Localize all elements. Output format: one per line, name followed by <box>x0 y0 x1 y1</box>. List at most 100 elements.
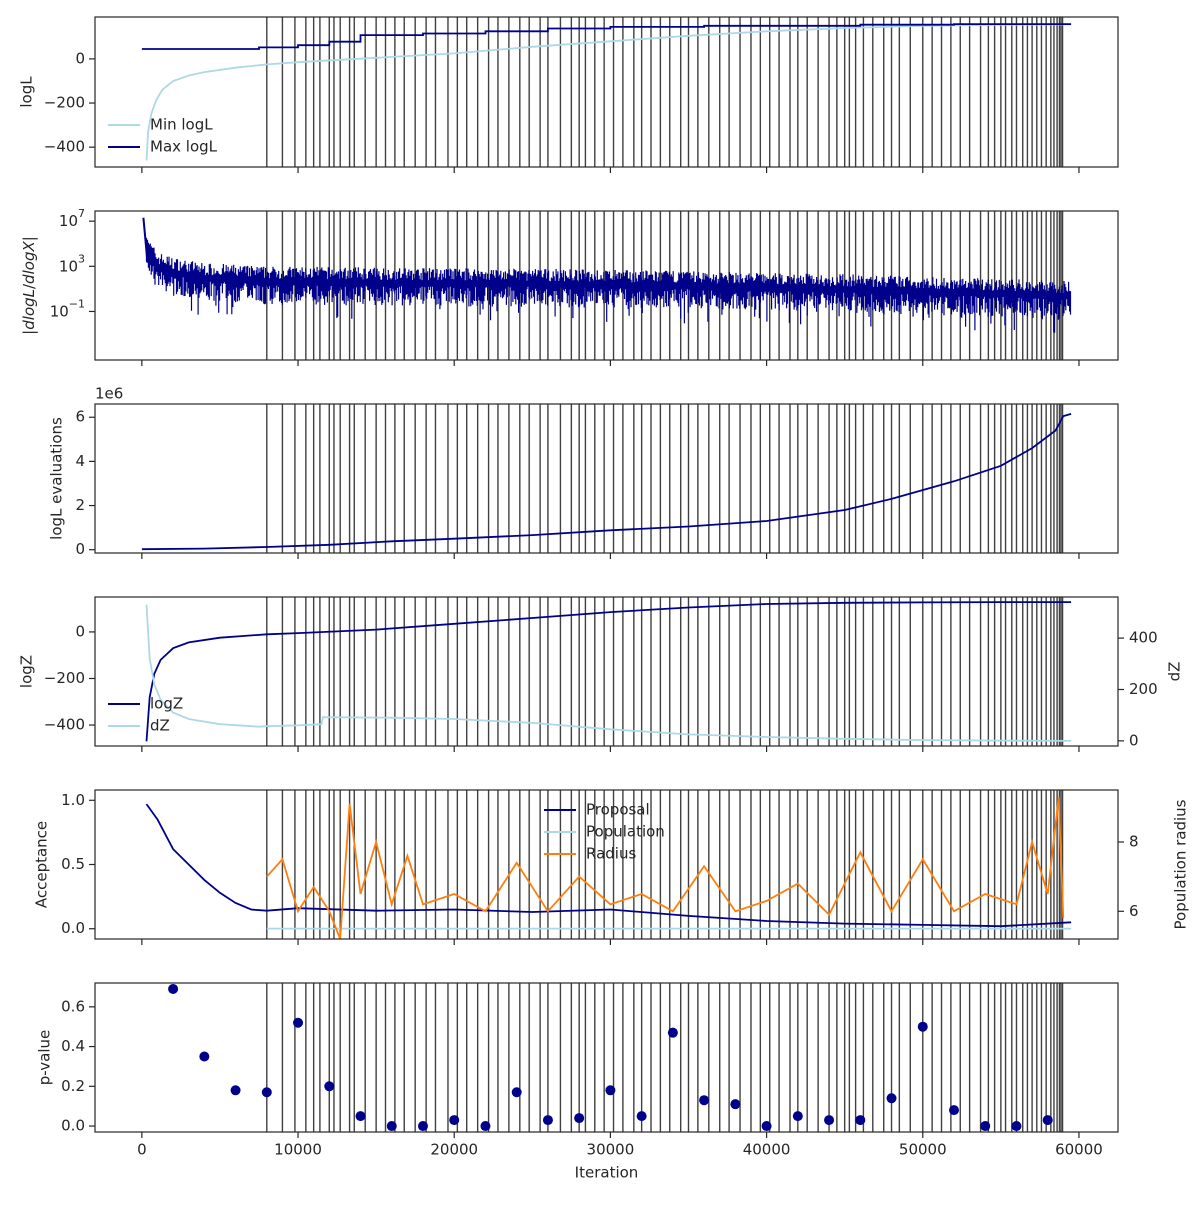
series-line <box>142 217 154 268</box>
data-point <box>1011 1121 1022 1132</box>
series-line-max-logl <box>141 23 1072 50</box>
y-tick-label: 0 <box>75 49 85 67</box>
data-point <box>542 1115 553 1126</box>
x-tick-label: 30000 <box>587 1141 635 1159</box>
y-axis-label-right: dZ <box>1166 662 1184 682</box>
data-point <box>824 1115 835 1126</box>
panel-pvalue: 0 10000 20000 30000 40000 50000 60000 0.6 0.4 0.2… <box>36 982 1119 1182</box>
data-point <box>449 1115 460 1126</box>
y-tick-label: 0.6 <box>61 997 85 1015</box>
data-point <box>605 1085 616 1096</box>
y-axis-label: logL <box>18 76 36 108</box>
series-line-logz <box>145 601 1072 742</box>
legend-label: Proposal <box>586 801 650 819</box>
x-tick-label: 0 <box>137 1141 147 1159</box>
legend-label: Min logL <box>150 116 213 134</box>
x-tick-label: 50000 <box>899 1141 947 1159</box>
y-tick-label: 6 <box>75 408 85 426</box>
y-tick-label: 103 <box>59 252 85 275</box>
x-tick-label: 40000 <box>743 1141 791 1159</box>
data-point <box>230 1085 241 1096</box>
y-tick-label: −200 <box>44 94 85 112</box>
y-tick-label-right: 6 <box>1129 902 1139 920</box>
x-tick-label: 10000 <box>274 1141 322 1159</box>
y-tick-label: 107 <box>59 207 85 230</box>
data-point <box>980 1121 991 1132</box>
y-axis-label: logL evaluations <box>48 417 66 540</box>
data-point <box>855 1115 866 1126</box>
y-tick-label: −200 <box>44 669 85 687</box>
y-axis-label: logZ <box>18 655 36 688</box>
data-point <box>761 1121 772 1132</box>
data-point <box>574 1113 585 1124</box>
data-point <box>667 1027 678 1038</box>
y-tick-label-right: 200 <box>1129 680 1158 698</box>
plot-area <box>141 17 1072 167</box>
axes-frame <box>94 403 1119 554</box>
data-point <box>917 1021 928 1032</box>
data-point <box>261 1087 272 1098</box>
series-line-dz <box>145 604 1072 742</box>
y-tick-label-right: 0 <box>1129 731 1139 749</box>
y-tick-label: 0.0 <box>61 919 85 937</box>
legend-label: Population <box>586 823 665 841</box>
data-point <box>199 1051 210 1062</box>
data-point <box>386 1121 397 1132</box>
data-point <box>886 1093 897 1104</box>
panel-acceptance: 1.0 0.5 0.0 8 6 Acceptance Population radius Pr… <box>33 789 1190 945</box>
y-tick-label: 10−1 <box>50 297 85 320</box>
data-point <box>511 1087 522 1098</box>
data-point <box>480 1121 491 1132</box>
plot-area <box>141 404 1072 553</box>
plot-area <box>145 597 1072 746</box>
series-line-0 <box>141 413 1072 551</box>
legend: logZ dZ <box>108 695 183 735</box>
axes-frame <box>94 596 1119 747</box>
legend-label: logZ <box>150 695 183 713</box>
y-tick-label: 1.0 <box>61 791 85 809</box>
y-tick-label: 0.5 <box>61 855 85 873</box>
y-axis-label: p-value <box>36 1030 54 1086</box>
legend-label: dZ <box>150 717 170 735</box>
y-tick-label-right: 8 <box>1129 832 1139 850</box>
y-tick-label: 0 <box>75 540 85 558</box>
y-tick-label: 0 <box>75 622 85 640</box>
panel-evaluations: 0 2 4 6 logL evaluations 1e6 <box>48 385 1119 559</box>
y-tick-label: 0.0 <box>61 1117 85 1135</box>
legend-label: Max logL <box>150 138 218 156</box>
series-line-proposal <box>145 803 1072 928</box>
y-tick-label: −400 <box>44 138 85 156</box>
y-tick-label: 0.2 <box>61 1077 85 1095</box>
x-tick-label: 60000 <box>1055 1141 1103 1159</box>
panel-dlogL: 107 103 10−1 |dlogL/dlogX| <box>20 207 1119 366</box>
x-axis-label: Iteration <box>575 1164 639 1182</box>
legend-label: Radius <box>586 845 636 863</box>
axes-frame <box>94 16 1119 168</box>
y-tick-label: 0.4 <box>61 1037 85 1055</box>
data-point <box>324 1081 335 1092</box>
legend: Min logL Max logL <box>108 116 218 156</box>
plot-area <box>142 211 1072 360</box>
data-point <box>730 1099 741 1110</box>
series-line-radius <box>266 796 1065 939</box>
x-tick-label: 20000 <box>430 1141 478 1159</box>
y-tick-label: 4 <box>75 452 85 470</box>
data-point <box>417 1121 428 1132</box>
plot-area <box>168 983 1064 1132</box>
offset-label: 1e6 <box>95 385 123 403</box>
data-point <box>355 1111 366 1122</box>
data-point <box>636 1111 647 1122</box>
axes-frame <box>94 210 1119 361</box>
data-point <box>168 983 179 994</box>
legend: Proposal Population Radius <box>544 801 665 863</box>
series-line-min-logl <box>145 23 1072 161</box>
panel-logL: 0 −200 −400 logL Min logL Max logL <box>18 16 1119 173</box>
y-tick-label-right: 400 <box>1129 629 1158 647</box>
y-axis-label-right: Population radius <box>1172 799 1190 929</box>
data-point <box>699 1095 710 1106</box>
data-point <box>792 1111 803 1122</box>
plot-area <box>145 790 1072 939</box>
y-axis-label: Acceptance <box>33 821 51 908</box>
